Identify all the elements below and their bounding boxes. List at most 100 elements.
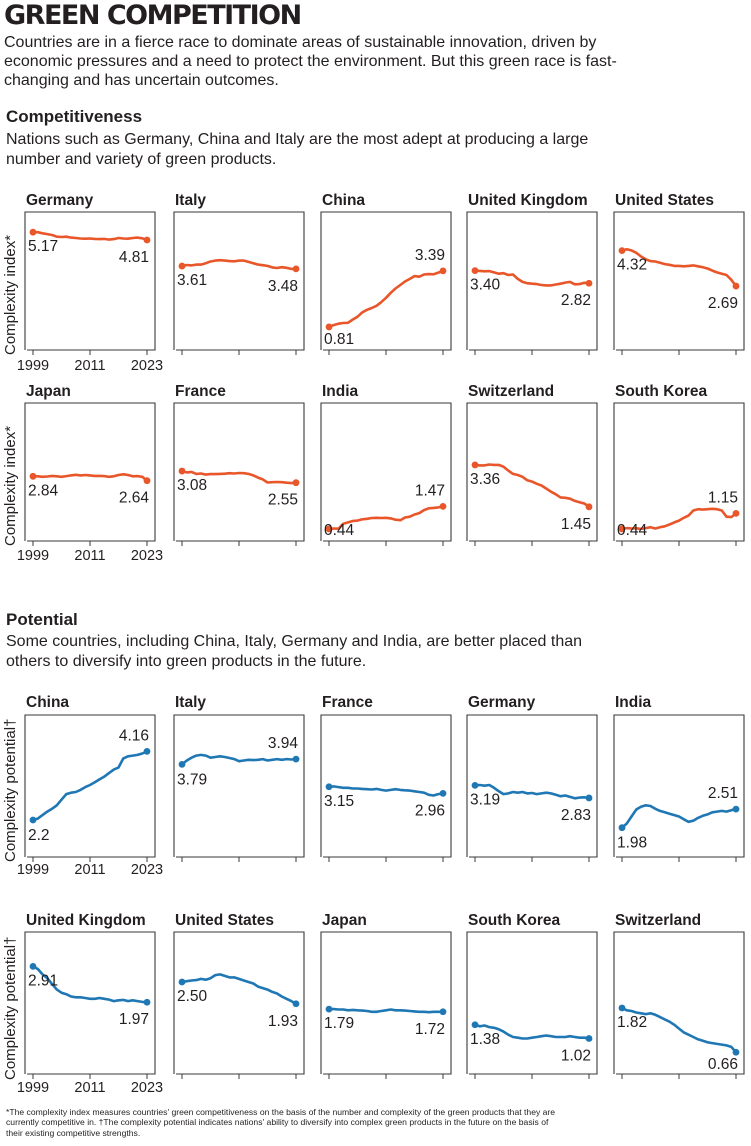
panel-frame	[173, 402, 305, 542]
chart-panel	[173, 714, 305, 862]
start-value-label: 0.44	[617, 522, 648, 539]
start-value-label: 0.44	[324, 522, 355, 539]
end-point	[143, 236, 151, 244]
end-value-label: 1.97	[119, 1011, 149, 1028]
end-value-label: 2.96	[415, 802, 445, 819]
competitiveness-description: Nations such as Germany, China and Italy…	[6, 131, 589, 168]
start-value-label: 1.98	[617, 835, 647, 852]
panel-frame	[24, 402, 156, 542]
end-point	[292, 479, 300, 487]
x-axis-label: 1999	[17, 862, 49, 878]
chart-panel	[613, 211, 745, 355]
start-value-label: 3.08	[177, 477, 207, 494]
series-line	[180, 258, 298, 271]
panel-frame	[24, 211, 156, 351]
start-point	[29, 816, 37, 824]
x-axis-label: 2011	[74, 862, 105, 878]
end-value-label: 1.93	[268, 1013, 298, 1030]
panel-title: South Korea	[615, 383, 708, 400]
panel-title: Germany	[26, 192, 94, 209]
start-point	[178, 467, 186, 475]
competitiveness-heading: Competitiveness	[6, 107, 143, 126]
panel-frame	[320, 714, 452, 858]
start-value-label: 3.79	[177, 771, 207, 788]
end-point	[439, 267, 447, 275]
chart-panel	[466, 402, 598, 546]
start-point	[618, 247, 626, 255]
chart-panel	[613, 931, 745, 1079]
panel-title: France	[322, 694, 373, 711]
end-value-label: 1.02	[561, 1048, 591, 1065]
panel-title: South Korea	[468, 912, 561, 929]
start-value-label: 2.50	[177, 988, 208, 1005]
end-point	[732, 805, 740, 813]
panel-frame	[466, 211, 598, 351]
panel-title: Italy	[175, 192, 206, 209]
start-point	[178, 760, 186, 768]
end-value-label: 2.83	[561, 807, 591, 824]
start-point	[325, 783, 333, 791]
end-point	[292, 755, 300, 763]
start-value-label: 3.61	[177, 272, 207, 289]
end-point	[292, 1000, 300, 1008]
chart-panel	[320, 931, 452, 1079]
chart-panel	[466, 931, 598, 1079]
footnote: *The complexity index measures countries…	[6, 1107, 556, 1138]
chart-panel	[24, 211, 156, 355]
start-point	[325, 323, 333, 331]
series-line	[327, 1007, 445, 1014]
chart-panel	[320, 211, 452, 355]
panel-title: Japan	[26, 383, 71, 400]
chart-panel	[613, 714, 745, 862]
chart-panel	[24, 931, 156, 1079]
start-point	[618, 525, 626, 533]
chart-panel	[24, 402, 156, 546]
page-title: GREEN COMPETITION	[4, 0, 302, 31]
panel-frame	[173, 714, 305, 858]
panel-frame	[24, 714, 156, 858]
end-point	[585, 503, 593, 511]
chart-panel	[173, 402, 305, 546]
series-line	[31, 472, 149, 483]
panel-frame	[173, 211, 305, 351]
end-value-label: 2.69	[708, 295, 738, 312]
potential-description: Some countries, including China, Italy, …	[6, 633, 583, 670]
x-axis-label: 2023	[131, 548, 163, 564]
start-value-label: 3.15	[324, 793, 354, 810]
start-point	[325, 1005, 333, 1013]
end-value-label: 1.45	[561, 516, 591, 533]
series-line	[620, 507, 738, 531]
panel-frame	[24, 931, 156, 1075]
end-value-label: 3.94	[268, 735, 299, 752]
chart-panel	[173, 211, 305, 355]
end-value-label: 0.66	[708, 1056, 738, 1073]
chart-panel	[24, 714, 156, 862]
end-value-label: 1.72	[415, 1021, 445, 1038]
start-point	[29, 962, 37, 970]
start-value-label: 1.79	[324, 1015, 354, 1032]
end-value-label: 4.81	[119, 249, 149, 266]
chart-panel	[613, 402, 745, 546]
end-point	[439, 502, 447, 510]
series-line	[180, 469, 298, 485]
panel-frame	[173, 931, 305, 1075]
start-point	[178, 978, 186, 986]
x-axis-label: 1999	[17, 548, 49, 564]
panel-title: United States	[175, 912, 274, 929]
panel-title: United Kingdom	[468, 192, 588, 209]
end-point	[439, 1008, 447, 1016]
series-line	[31, 230, 149, 242]
panel-frame	[613, 211, 745, 351]
start-value-label: 3.19	[470, 791, 500, 808]
chart-panel	[320, 402, 452, 546]
panel-frame	[613, 402, 745, 542]
series-line	[180, 753, 298, 766]
series-line	[620, 1006, 738, 1054]
series-line	[327, 505, 445, 531]
end-point	[732, 509, 740, 517]
chart-panel	[320, 714, 452, 862]
series-line	[473, 269, 591, 287]
end-point	[143, 748, 151, 755]
panel-title: France	[175, 383, 226, 400]
